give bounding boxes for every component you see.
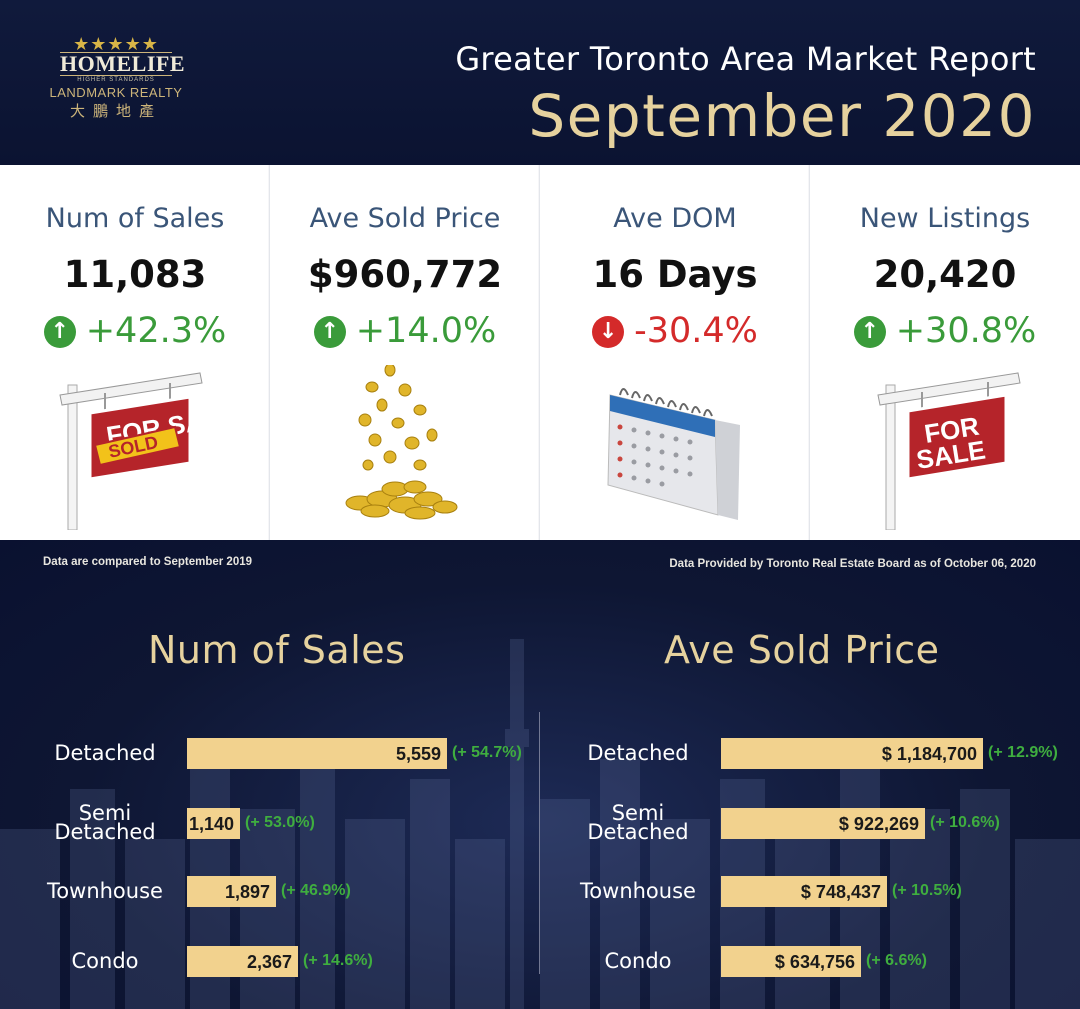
card-change: ↑ +42.3% (0, 311, 270, 351)
card-new-listings: New Listings 20,420 ↑ +30.8% FOR SALE (810, 165, 1080, 540)
logo-chinese-name: 大鵬地產 (69, 102, 162, 120)
arrow-up-icon: ↑ (853, 316, 886, 348)
gold-coins-icon (345, 365, 458, 520)
arrow-up-icon: ↑ (313, 316, 346, 348)
stars-icon: ★★★★★ (73, 34, 159, 54)
bar-value-label: $ 1,184,700 (881, 744, 977, 764)
logo-tagline: HIGHER STANDARDS (77, 77, 155, 83)
bar-category-label: Detached (54, 740, 156, 765)
card-change-value: +14.0% (355, 311, 497, 351)
bar-category-label: Townhouse (580, 878, 696, 903)
bar-change-label: (+ 10.6%) (930, 814, 1000, 831)
bar: $ 922,269 (721, 808, 925, 839)
card-num-of-sales: Num of Sales 11,083 ↑ +42.3% FOR SALE SOL… (0, 165, 270, 540)
card-ave-sold-price: Ave Sold Price $960,772 ↑ +14.0% (270, 165, 540, 540)
category-breakdown: Data are compared to September 2019 Data… (0, 540, 1080, 1009)
card-value: 11,083 (63, 253, 207, 296)
card-change-value: +42.3% (85, 311, 227, 351)
card-divider (808, 165, 810, 540)
bar: 1,897 (187, 876, 276, 907)
bar: $ 1,184,700 (721, 738, 983, 769)
bar-change-label: (+ 10.5%) (892, 882, 962, 899)
bar-change-label: (+ 46.9%) (281, 882, 351, 899)
price-chart-title: Ave Sold Price (664, 628, 940, 672)
card-divider (268, 165, 270, 540)
chart-divider (539, 712, 540, 974)
bar-value-label: 1,140 (188, 814, 234, 834)
card-label: Ave Sold Price (309, 203, 501, 234)
bar-change-label: (+ 6.6%) (866, 952, 927, 969)
bar-category-label: Condo (71, 948, 139, 973)
card-label: Ave DOM (613, 203, 737, 234)
card-change-value: -30.4% (634, 311, 758, 351)
bar-value-label: 2,367 (246, 952, 292, 972)
report-header: ★★★★★ HOMELIFE HIGHER STANDARDS LANDMARK… (0, 0, 1080, 165)
card-divider (538, 165, 540, 540)
card-value: $960,772 (307, 253, 503, 296)
bar-change-label: (+ 12.9%) (988, 744, 1058, 761)
bar-category-label: Semi Detached (54, 801, 156, 844)
card-value: 16 Days (592, 253, 758, 296)
card-ave-dom: Ave DOM 16 Days ↓ -30.4% (540, 165, 810, 540)
card-value: 20,420 (873, 253, 1017, 296)
card-label: New Listings (859, 203, 1031, 234)
bar-value-label: $ 634,756 (774, 952, 855, 972)
logo-company: LANDMARK REALTY (49, 85, 183, 100)
bar-category-label: Condo (604, 948, 672, 973)
bar-change-label: (+ 54.7%) (452, 744, 522, 761)
bar-change-label: (+ 14.6%) (303, 952, 373, 969)
bar: $ 634,756 (721, 946, 861, 977)
bar-change-label: (+ 53.0%) (245, 814, 315, 831)
arrow-up-icon: ↑ (43, 316, 76, 348)
card-change: ↑ +14.0% (270, 311, 540, 351)
summary-cards: Num of Sales 11,083 ↑ +42.3% FOR SALE SOL… (0, 165, 1080, 540)
bar-value-label: $ 748,437 (800, 882, 881, 902)
bar: 2,367 (187, 946, 298, 977)
arrow-down-icon: ↓ (592, 316, 625, 348)
sold-sign-icon: FOR SALE SOLD (59, 372, 220, 530)
card-label: Num of Sales (45, 203, 225, 234)
bar-value-label: $ 922,269 (838, 814, 919, 834)
source-note: Data Provided by Toronto Real Estate Boa… (669, 558, 1036, 570)
calendar-icon (607, 388, 740, 520)
sales-chart-title: Num of Sales (148, 628, 406, 672)
logo-brand: HOMELIFE (60, 51, 186, 76)
bar-value-label: 5,559 (395, 744, 441, 764)
company-logo: ★★★★★ HOMELIFE HIGHER STANDARDS LANDMARK… (40, 34, 192, 121)
for-sale-sign-icon: FOR SALE (877, 372, 1021, 530)
bar: 5,559 (187, 738, 447, 769)
report-month: September 2020 (528, 82, 1036, 150)
bar-value-label: 1,897 (224, 882, 270, 902)
comparison-note: Data are compared to September 2019 (43, 556, 253, 568)
card-change: ↑ +30.8% (810, 311, 1080, 351)
card-change: ↓ -30.4% (540, 311, 810, 351)
bar-category-label: Detached (587, 740, 689, 765)
bar-category-label: Semi Detached (587, 801, 689, 844)
bar: $ 748,437 (721, 876, 887, 907)
report-title: Greater Toronto Area Market Report (455, 40, 1036, 78)
card-change-value: +30.8% (895, 311, 1037, 351)
bar: 1,140 (187, 808, 240, 839)
bar-category-label: Townhouse (47, 878, 163, 903)
